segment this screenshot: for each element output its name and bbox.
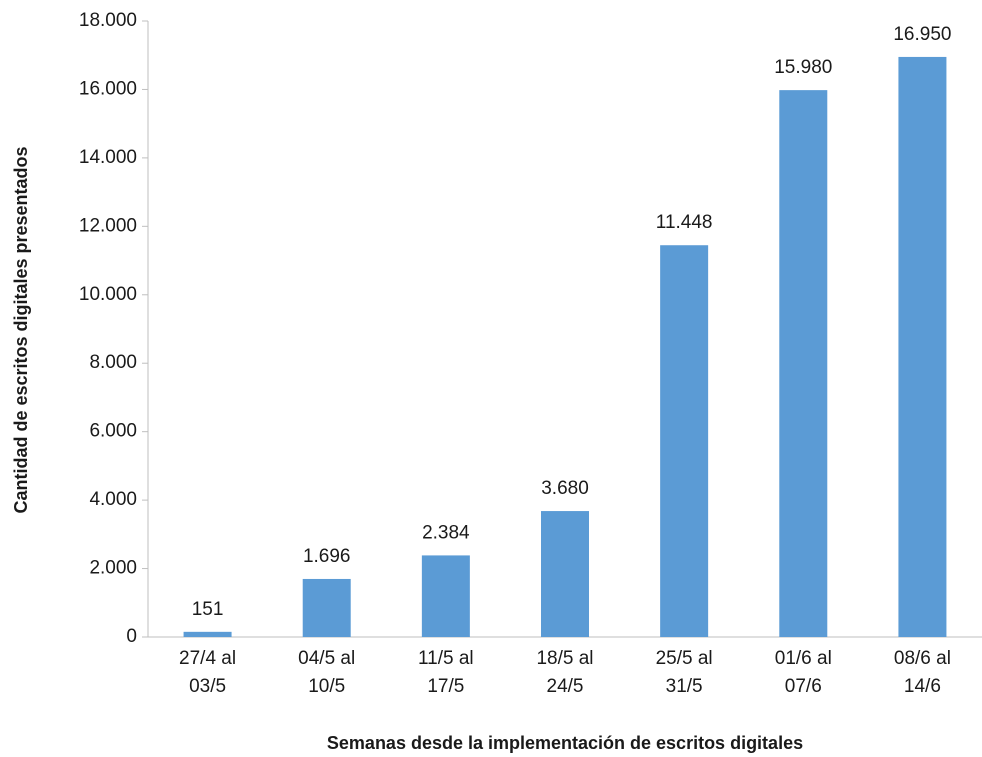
y-tick-label: 14.000: [79, 147, 137, 168]
data-label: 11.448: [656, 212, 713, 233]
x-axis-title: Semanas desde la implementación de escri…: [327, 733, 803, 753]
bar: [541, 511, 589, 637]
data-label: 16.950: [893, 24, 951, 45]
y-tick-label: 2.000: [89, 558, 137, 579]
data-label: 3.680: [541, 478, 589, 499]
x-tick-label: 11/5 al 17/5: [398, 645, 494, 701]
bar: [898, 57, 946, 637]
bar: [779, 90, 827, 637]
y-tick-label: 10.000: [79, 284, 137, 305]
y-tick-label: 6.000: [89, 421, 137, 442]
bar: [660, 245, 708, 637]
bar: [422, 555, 470, 637]
y-tick-label: 4.000: [89, 489, 137, 510]
x-tick-label: 01/6 al 07/6: [755, 645, 851, 701]
x-tick-label: 25/5 al 31/5: [636, 645, 732, 701]
bar: [303, 579, 351, 637]
chart-container: Semanas desde la implementación de escri…: [0, 0, 982, 757]
y-tick-label: 0: [126, 626, 137, 647]
data-label: 15.980: [774, 57, 832, 78]
x-tick-label: 04/5 al 10/5: [279, 645, 375, 701]
x-tick-label: 27/4 al 03/5: [160, 645, 256, 701]
y-tick-label: 18.000: [79, 10, 137, 31]
x-tick-label: 18/5 al 24/5: [517, 645, 613, 701]
bar: [184, 632, 232, 637]
data-label: 1.696: [303, 546, 351, 567]
chart: Semanas desde la implementación de escri…: [0, 0, 982, 757]
data-label: 151: [192, 599, 224, 620]
y-tick-label: 8.000: [89, 352, 137, 373]
x-tick-label: 08/6 al 14/6: [874, 645, 970, 701]
y-axis-title: Cantidad de escritos digitales presentad…: [11, 146, 31, 513]
y-tick-label: 12.000: [79, 215, 137, 236]
y-tick-label: 16.000: [79, 78, 137, 99]
data-label: 2.384: [422, 522, 470, 543]
